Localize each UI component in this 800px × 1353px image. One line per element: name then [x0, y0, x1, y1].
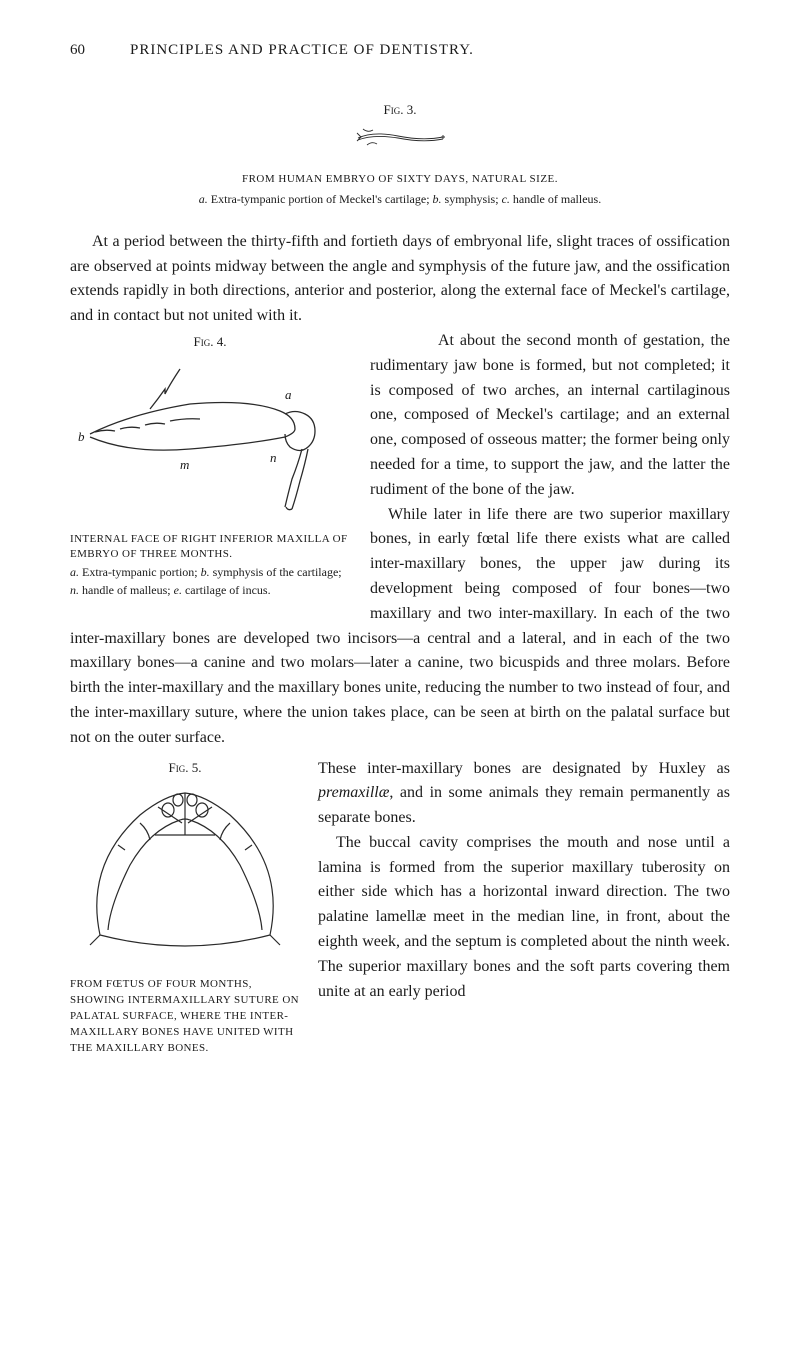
- fig4-container: Fig. 4. a b m n INTERNAL FACE OF R: [70, 329, 350, 599]
- para-1: At a period between the thirty-fifth and…: [70, 230, 730, 329]
- fig4-svg: a b m n: [70, 359, 350, 514]
- fig4-letter-b: b: [78, 429, 85, 444]
- fig4-letter-m: m: [180, 457, 189, 472]
- f4n: n.: [70, 583, 79, 597]
- fig3-ornament: [70, 127, 730, 156]
- f4bt: symphysis of the cartilage;: [210, 565, 342, 579]
- fig5-illustration: [70, 785, 300, 967]
- fig4-block: Fig. 4. a b m n INTERNAL FACE OF R: [70, 329, 730, 751]
- fig3-subcaption: FROM HUMAN EMBRYO OF SIXTY DAYS, NATURAL…: [70, 172, 730, 187]
- fig5-caption: Fig. 5.: [70, 759, 300, 777]
- fig4-letter-n: n: [270, 450, 277, 465]
- fig4-illustration: a b m n: [70, 359, 350, 521]
- fig5-svg: [70, 785, 300, 960]
- f4e: e.: [174, 583, 182, 597]
- page-number: 60: [70, 40, 85, 61]
- fig5-block: Fig. 5.: [70, 757, 730, 1065]
- ornament-svg: [353, 127, 448, 149]
- fig4-caption: Fig. 4.: [70, 333, 350, 351]
- fig3-subcaption-line2: a. Extra-tympanic portion of Meckel's ca…: [70, 191, 730, 208]
- lbl-c: c.: [502, 192, 510, 206]
- fig5-subcaption: FROM FŒTUS OF FOUR MONTHS, SHOWING INTER…: [70, 977, 300, 1057]
- p4-1: These inter-maxillary bones are designat…: [318, 760, 730, 777]
- f4et: cartilage of incus.: [182, 583, 271, 597]
- fig3-caption: Fig. 3.: [70, 101, 730, 119]
- txt2: symphysis;: [442, 192, 502, 206]
- f4b: b.: [201, 565, 210, 579]
- lbl-b: b.: [433, 192, 442, 206]
- txt3: handle of malleus.: [510, 192, 601, 206]
- txt1: Extra-tympanic portion of Meckel's carti…: [208, 192, 433, 206]
- fig5-container: Fig. 5.: [70, 757, 300, 1057]
- page-title: PRINCIPLES AND PRACTICE OF DENTISTRY.: [130, 40, 474, 61]
- fig4-subcaption: INTERNAL FACE OF RIGHT INFERIOR MAXILLA …: [70, 532, 350, 564]
- f4nt: handle of malleus;: [79, 583, 174, 597]
- f4a: a.: [70, 565, 79, 579]
- f4at: Extra-tympanic portion;: [79, 565, 201, 579]
- lbl-a: a.: [199, 192, 208, 206]
- page-header-row: 60 PRINCIPLES AND PRACTICE OF DENTISTRY.: [70, 40, 730, 71]
- fig4-letter-a: a: [285, 387, 292, 402]
- p4-italic: premaxillæ: [318, 784, 389, 801]
- fig4-foot: a. Extra-tympanic portion; b. symphysis …: [70, 563, 350, 599]
